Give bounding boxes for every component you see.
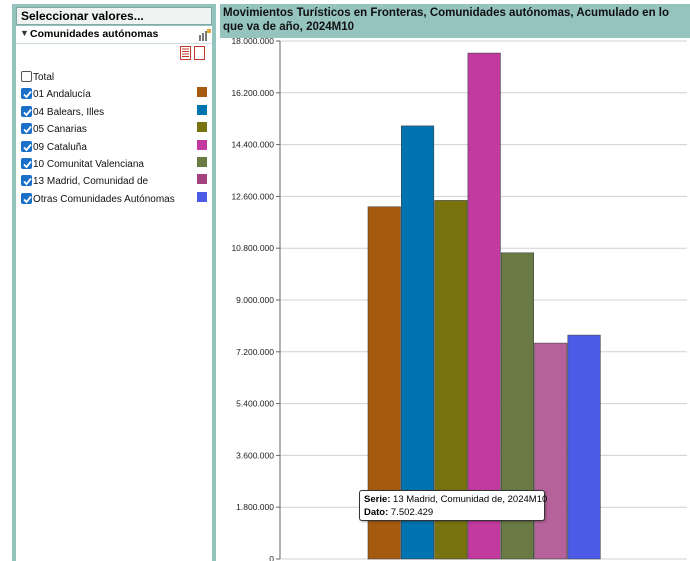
y-tick-label: 3.600.000 <box>236 450 274 460</box>
y-tick-label: 5.400.000 <box>236 399 274 409</box>
tooltip-serie-value: 13 Madrid, Comunidad de, 2024M10 <box>393 494 548 505</box>
tooltip-serie-label: Serie: <box>364 494 391 505</box>
list-item[interactable]: 01 Andalucía <box>21 87 211 104</box>
chart-frame: 0 1.800.000 3.600.000 5.400.000 7.200.000 9.0… <box>220 38 690 561</box>
checkbox-checked[interactable] <box>21 192 32 204</box>
series-color-swatch <box>197 122 207 133</box>
y-tick-label: 10.800.000 <box>231 243 274 253</box>
y-tick-label: 18.000.000 <box>231 38 274 46</box>
y-tick-label: 1.800.000 <box>236 502 274 512</box>
list-item-label: Total <box>33 72 55 83</box>
values-selector-panel: Seleccionar valores... ▼ Comunidades aut… <box>12 4 216 561</box>
list-item[interactable]: 09 Cataluña <box>21 139 211 157</box>
bar[interactable] <box>467 52 501 560</box>
dimension-title: Comunidades autónomas <box>30 28 159 40</box>
selector-title: Seleccionar valores... <box>16 7 212 25</box>
chart-title: Movimientos Turísticos en Fronteras, Com… <box>220 4 690 38</box>
list-item[interactable]: Total <box>21 71 211 87</box>
y-tick-label: 14.400.000 <box>231 140 274 150</box>
list-item-label: 13 Madrid, Comunidad de <box>33 176 149 188</box>
y-tick-label: 9.000.000 <box>236 295 274 305</box>
chart-tooltip: Serie: 13 Madrid, Comunidad de, 2024M10 … <box>359 490 548 521</box>
series-color-swatch <box>197 87 207 98</box>
series-color-swatch <box>197 174 207 185</box>
checkbox-checked[interactable] <box>21 105 32 117</box>
list-item[interactable]: 10 Comunitat Valenciana <box>21 157 211 174</box>
list-item-label: 10 Comunitat Valenciana <box>33 159 144 170</box>
series-color-swatch <box>197 191 207 202</box>
checkbox-checked[interactable] <box>21 123 32 135</box>
tooltip-dato-value: 7.502.429 <box>390 507 434 518</box>
list-item-label: 04 Balears, Illes <box>33 106 105 118</box>
dimension-list-container: ▼ Comunidades autónomas Total 01 Andalucí… <box>16 26 212 561</box>
y-tick-label: 16.200.000 <box>231 88 274 98</box>
y-tick-label: 7.200.000 <box>236 347 274 357</box>
list-item[interactable]: Otras Comunidades Autónomas <box>21 191 211 209</box>
dimension-header[interactable]: ▼ Comunidades autónomas <box>16 26 212 44</box>
series-color-swatch <box>197 139 207 150</box>
y-tick-label: 12.600.000 <box>231 191 274 201</box>
bar-chart: 0 1.800.000 3.600.000 5.400.000 7.200.000 9.0… <box>220 38 690 561</box>
series-color-swatch <box>197 104 207 115</box>
checkbox-checked[interactable] <box>21 175 32 187</box>
list-item[interactable]: 04 Balears, Illes <box>21 104 211 122</box>
list-item[interactable]: 13 Madrid, Comunidad de <box>21 174 211 191</box>
list-item-label: 01 Andalucía <box>33 89 91 101</box>
series-color-swatch <box>197 157 207 167</box>
checkbox-checked[interactable] <box>21 88 32 100</box>
checkbox-checked[interactable] <box>21 140 32 152</box>
checkbox-checked[interactable] <box>21 158 32 169</box>
list-item-label: 05 Canarias <box>33 124 87 136</box>
deselect-all-icon[interactable] <box>194 46 205 60</box>
list-item-label: 09 Cataluña <box>33 141 87 153</box>
list-item[interactable]: 05 Canarias <box>21 122 211 139</box>
bar[interactable] <box>567 334 601 560</box>
sort-icon[interactable] <box>199 29 211 42</box>
collapse-arrow-icon[interactable]: ▼ <box>20 28 29 38</box>
bar[interactable] <box>534 342 568 560</box>
y-tick-label: 0 <box>269 554 274 561</box>
list-item-label: Otras Comunidades Autónomas <box>33 193 175 205</box>
tooltip-dato-label: Dato: <box>364 507 389 518</box>
checkbox-unchecked[interactable] <box>21 71 32 82</box>
bar[interactable] <box>401 125 435 560</box>
select-all-icon[interactable] <box>180 46 191 60</box>
